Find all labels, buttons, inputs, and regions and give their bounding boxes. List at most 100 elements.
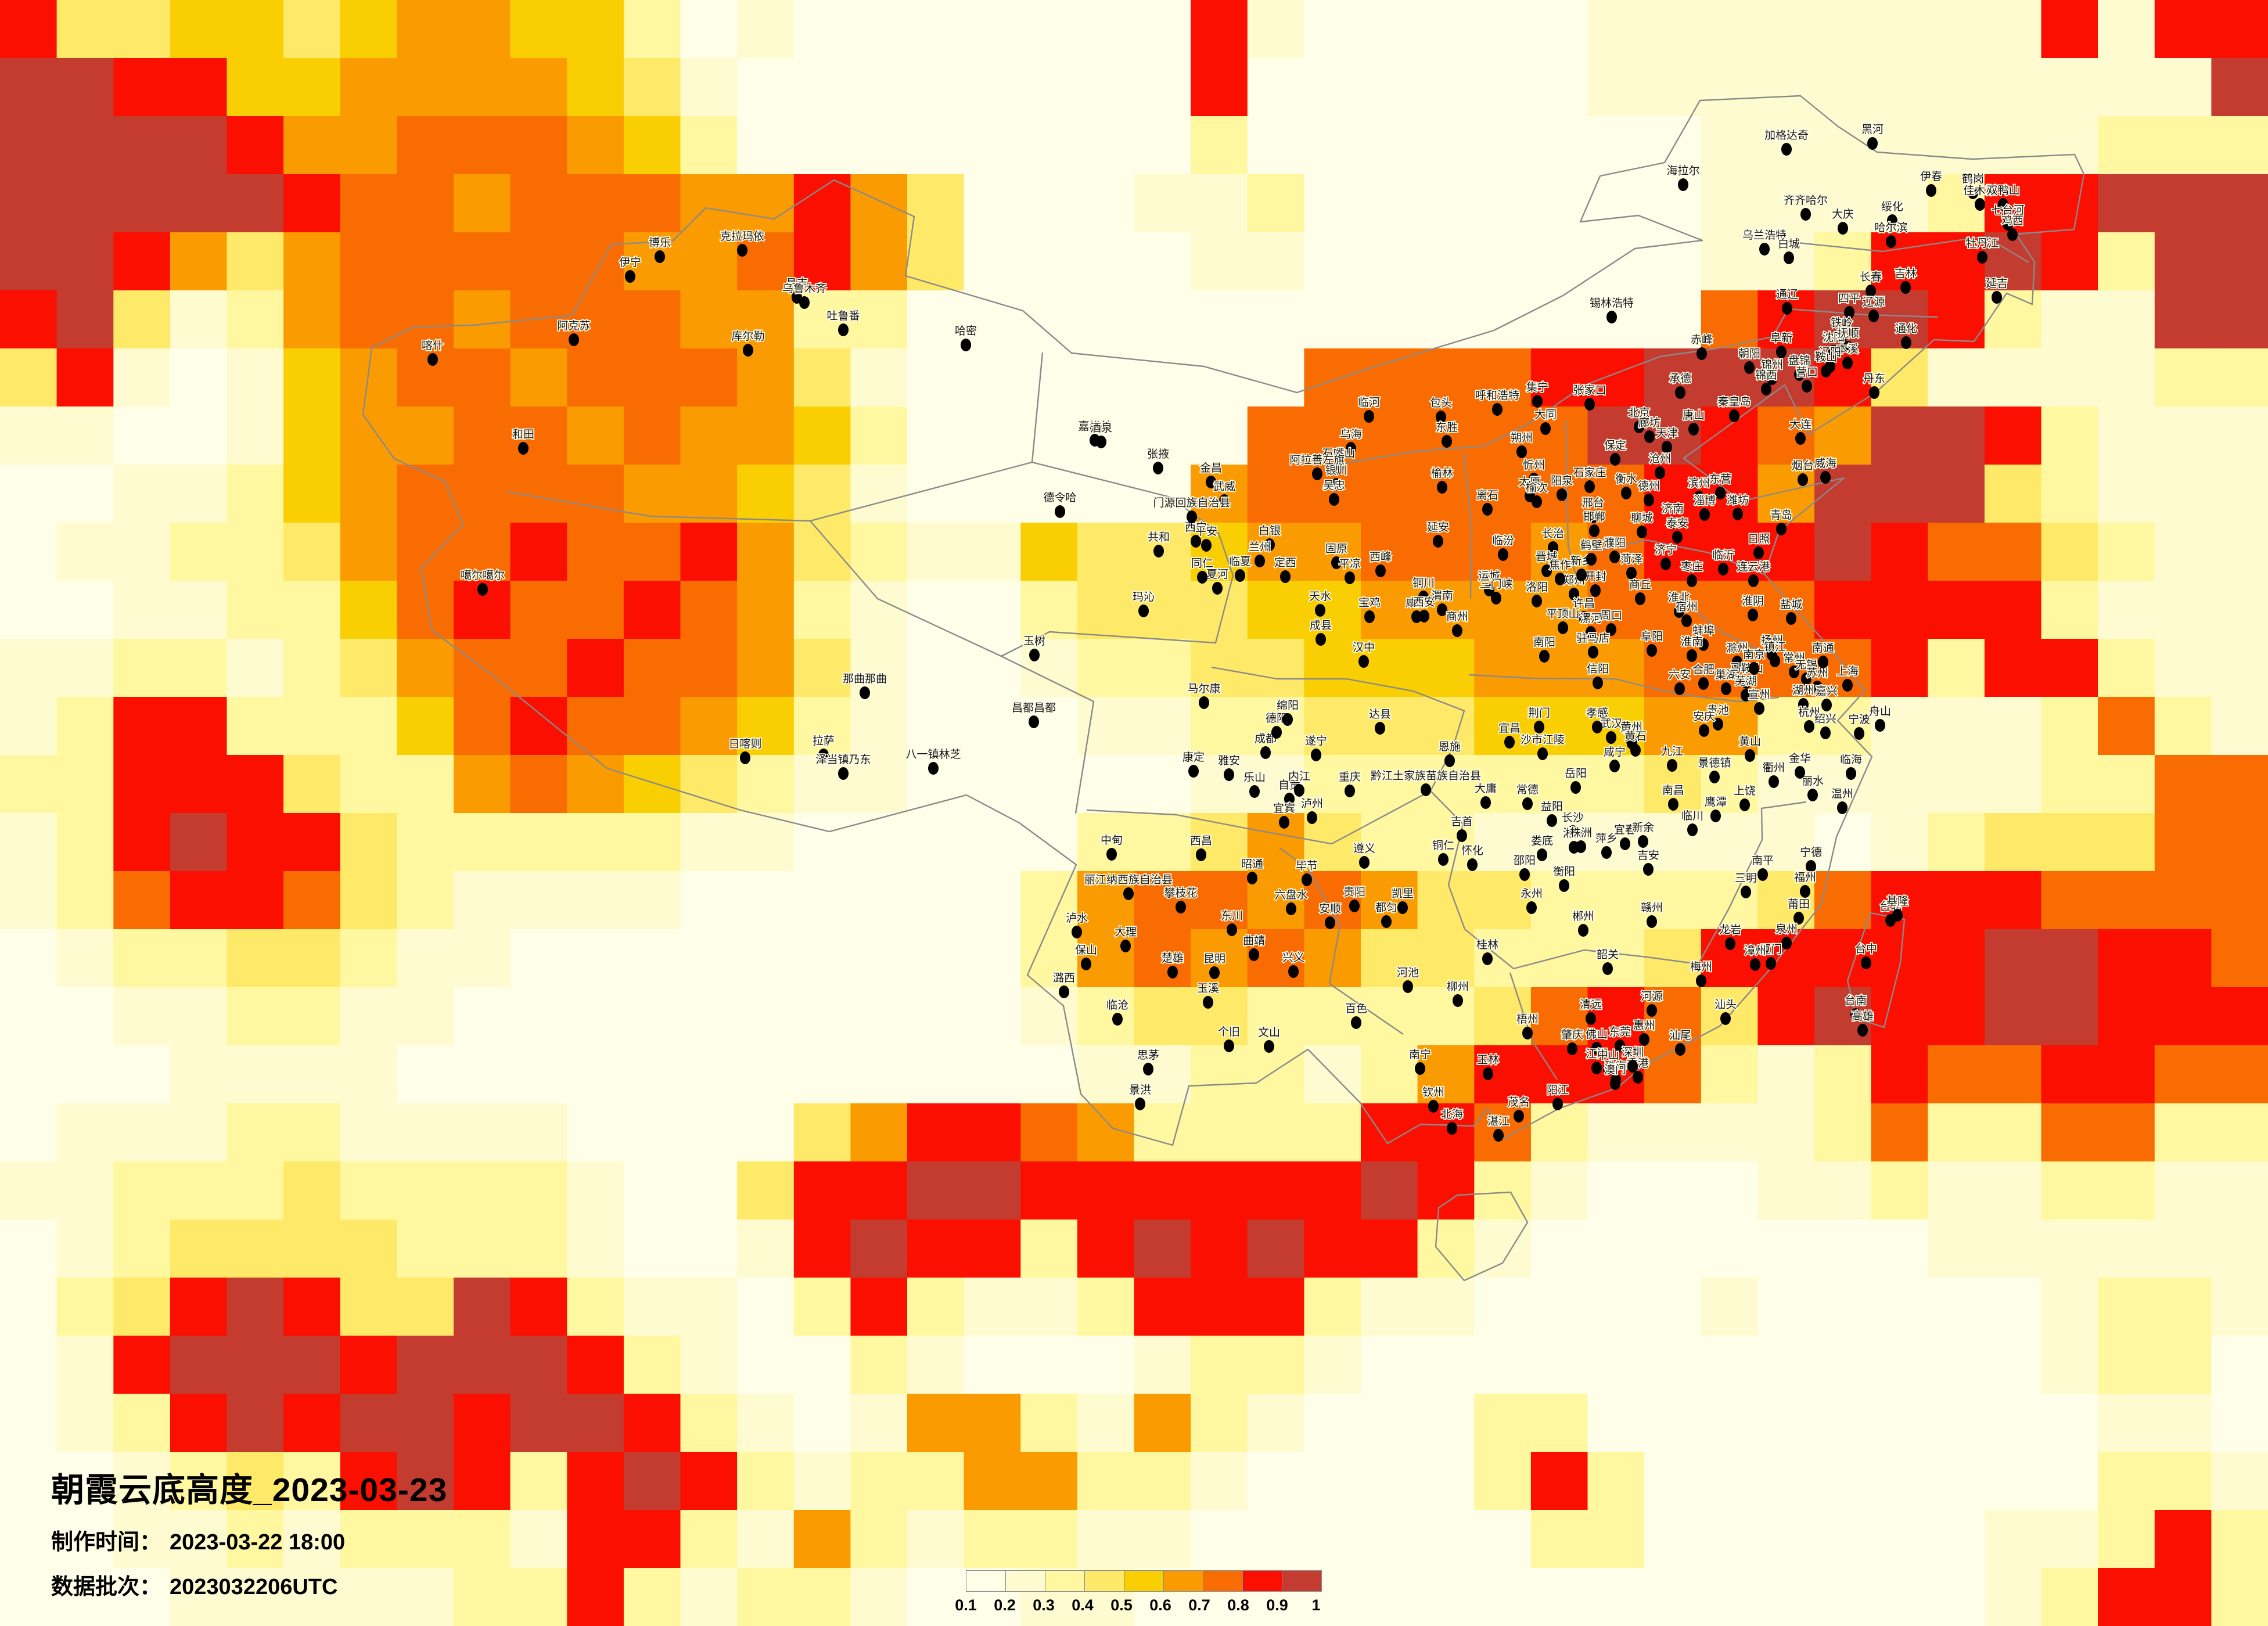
raster-cell [1530,290,1588,349]
raster-cell [1928,1161,1985,1220]
city-label: 绵阳 [1277,699,1299,712]
city-label: 乌海 [1340,428,1362,441]
city-dot [1227,923,1237,936]
raster-cell [56,523,114,581]
city-label: 金昌 [1200,462,1222,474]
raster-cell [1077,987,1135,1046]
raster-cell [793,0,851,59]
city-label: 张家口 [1573,384,1606,397]
city-dot [1570,781,1581,794]
raster-cell [2211,755,2268,814]
raster-cell [1361,581,1418,639]
raster-cell [2041,348,2099,407]
raster-cell [907,1045,965,1104]
city-label: 渭南 [1431,589,1453,602]
raster-cell [793,174,851,233]
city-label: 漯河 [1580,612,1602,625]
city-dot [1668,798,1678,811]
raster-cell [1644,1045,1702,1104]
raster-cell [2154,116,2212,175]
city-dot [1584,480,1595,493]
raster-cell [1191,1278,1248,1336]
city-label: 成县 [1310,619,1332,632]
raster-cell [56,174,114,233]
raster-cell [1644,813,1702,872]
raster-cell [227,523,285,581]
raster-cell [680,987,738,1046]
raster-cell [1530,1568,1588,1626]
city-label: 四平 [1838,293,1860,305]
raster-cell [1191,755,1248,814]
city-dot [1072,926,1082,938]
city-dot [1687,574,1697,587]
city-dot [1586,626,1596,639]
raster-cell [1134,987,1192,1046]
city-label: 黄州 [1620,721,1642,733]
city-label: 共和 [1148,531,1170,544]
raster-cell [1191,174,1248,233]
city-dot [1868,310,1879,322]
city-dot [1998,198,2008,211]
raster-cell [397,929,454,988]
raster-cell [510,0,568,59]
raster-cell [283,1394,341,1452]
city-dot [1900,281,1911,294]
city-label: 惠州 [1633,1019,1655,1032]
city-label: 昌吉 [786,277,808,290]
raster-cell [510,1161,568,1220]
city-label: 北海 [1441,1108,1463,1121]
raster-cell [2154,929,2212,988]
raster-cell [340,232,398,291]
city-dot [1615,1039,1625,1052]
city-label: 石家庄 [1573,466,1606,479]
raster-cell [793,813,851,872]
city-dot [740,751,750,764]
city-dot [1331,556,1342,569]
raster-cell [56,987,114,1046]
raster-cell [1928,1452,1985,1510]
raster-cell [680,0,738,59]
city-dot [1795,432,1806,445]
raster-cell [1644,1336,1702,1394]
city-dot [1626,567,1637,580]
raster-cell [850,1568,908,1626]
legend-tick-label: 1 [1311,1596,1321,1614]
raster-cell [1247,1103,1305,1162]
raster-cell [1644,1220,1702,1278]
raster-cell [454,465,511,523]
raster-cell [1530,0,1588,59]
raster-cell [0,174,57,233]
city-label: 平安 [1195,525,1217,538]
raster-cell [964,987,1022,1046]
city-dot [1745,749,1755,762]
city-dot [1576,840,1586,853]
raster-cell [283,639,341,697]
city-label: 沈阳 [1823,331,1845,344]
raster-cell [2098,929,2155,988]
city-dot [1260,746,1271,759]
raster-cell [1871,406,1929,465]
city-dot [1453,994,1463,1007]
raster-cell [397,813,454,872]
raster-cell [1077,1278,1135,1336]
city-label: 双鸭山 [1986,184,2019,197]
raster-cell [454,116,511,175]
city-label: 运城 [1478,570,1500,582]
city-label: 苏州 [1806,667,1828,679]
raster-cell [1247,1336,1305,1394]
raster-cell [1871,639,1929,697]
city-label: 新余 [1632,821,1654,834]
city-dot [1444,754,1455,767]
raster-cell [737,1394,795,1452]
city-dot [1209,966,1220,979]
raster-cell [1417,697,1475,756]
city-label: 六盘水 [1274,888,1307,901]
raster-cell [0,755,57,814]
city-dot [1029,649,1040,661]
raster-cell [1077,1103,1135,1162]
legend-cell [1005,1570,1045,1592]
raster-cell [1134,58,1192,117]
raster-cell [1191,1045,1248,1104]
raster-cell [2041,1103,2099,1162]
raster-cell [1928,871,1985,930]
